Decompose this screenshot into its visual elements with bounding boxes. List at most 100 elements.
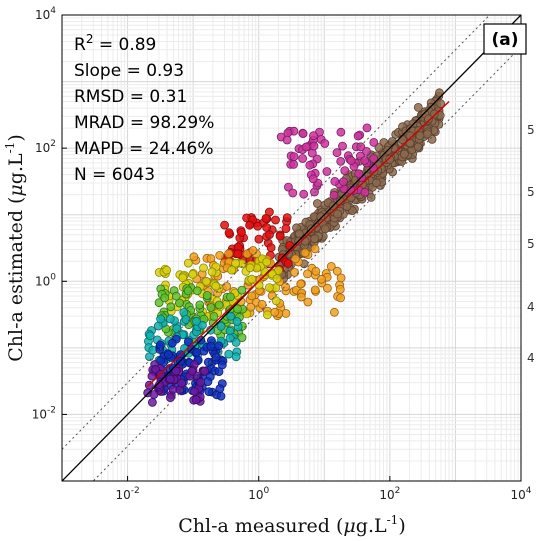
data-point	[231, 352, 241, 362]
data-point	[147, 371, 157, 381]
data-point	[322, 283, 332, 293]
data-point	[196, 377, 206, 387]
data-point	[271, 296, 281, 306]
data-point	[200, 366, 210, 376]
data-point	[164, 350, 173, 360]
data-point	[147, 397, 157, 407]
data-point	[281, 224, 291, 234]
y-tick-label: 10-2	[32, 405, 56, 421]
right-edge-labels: 5 5 5 4 4	[527, 123, 535, 365]
data-point	[262, 223, 272, 232]
data-point	[207, 267, 217, 277]
data-point	[336, 273, 346, 283]
data-point	[320, 139, 330, 148]
right-edge-label: 4	[527, 351, 535, 365]
data-point	[387, 137, 397, 146]
data-point	[237, 227, 246, 237]
data-point	[264, 283, 274, 293]
data-point	[429, 109, 439, 119]
data-point	[160, 293, 170, 303]
data-point	[214, 341, 224, 351]
data-point	[195, 300, 205, 310]
data-point	[154, 298, 164, 308]
data-point	[168, 384, 178, 394]
data-point	[165, 374, 175, 384]
data-point	[166, 302, 176, 312]
data-point	[206, 341, 216, 351]
right-edge-label: 5	[527, 185, 535, 199]
data-point	[298, 154, 308, 163]
data-point	[262, 310, 272, 320]
data-point	[155, 340, 165, 350]
data-point	[311, 266, 321, 276]
data-point	[289, 159, 299, 169]
data-point	[422, 129, 432, 139]
data-point	[233, 249, 243, 259]
data-point	[312, 199, 322, 208]
stat-line: Slope = 0.93	[74, 61, 184, 81]
data-point	[289, 152, 299, 162]
data-point	[342, 202, 352, 211]
stat-line: RMSD = 0.31	[74, 87, 187, 107]
data-point	[283, 259, 293, 268]
x-axis-title: Chl-a measured (μg.L-1)	[178, 513, 405, 537]
data-point	[220, 220, 230, 230]
data-point	[305, 160, 315, 170]
data-point	[329, 190, 339, 200]
data-point	[183, 258, 193, 268]
panel-label-box: (a)	[483, 23, 527, 55]
data-point	[366, 192, 376, 202]
data-point	[309, 131, 318, 141]
data-point	[413, 142, 423, 152]
data-point	[301, 142, 311, 152]
data-point	[310, 244, 320, 254]
data-point	[299, 189, 309, 199]
data-point	[227, 265, 237, 275]
data-point	[171, 291, 181, 301]
data-point	[254, 234, 264, 244]
data-point	[360, 187, 370, 197]
data-point	[206, 303, 216, 312]
data-point	[246, 302, 256, 312]
data-point	[415, 131, 425, 141]
data-point	[216, 321, 226, 331]
stat-line: MRAD = 98.29%	[74, 113, 214, 133]
data-point	[214, 367, 224, 377]
data-point	[149, 390, 159, 399]
x-tick-label: 102	[379, 486, 400, 502]
data-point	[362, 123, 372, 133]
data-point	[156, 314, 166, 324]
upper-bound-line	[62, 15, 491, 450]
data-point	[188, 269, 198, 279]
fit-line	[146, 101, 450, 387]
data-point	[248, 246, 258, 255]
data-point	[222, 281, 232, 291]
data-point	[303, 269, 312, 279]
data-point	[199, 263, 208, 273]
data-point	[177, 378, 187, 388]
data-point	[231, 258, 241, 268]
data-point	[257, 299, 267, 309]
data-point	[285, 240, 295, 250]
y-tick-label: 100	[35, 272, 56, 288]
data-point	[237, 333, 247, 343]
data-point	[283, 182, 293, 192]
data-point	[354, 169, 364, 179]
data-point	[253, 221, 263, 231]
data-point	[224, 249, 234, 259]
data-point	[369, 154, 379, 164]
data-point	[282, 135, 292, 145]
data-point	[332, 148, 342, 158]
x-tick-label: 10-2	[115, 486, 139, 502]
data-point	[399, 149, 409, 159]
data-point	[215, 384, 225, 394]
data-point	[202, 291, 212, 300]
data-point	[436, 99, 446, 109]
data-point	[346, 156, 356, 166]
data-point	[356, 142, 366, 152]
plot-frame	[61, 14, 522, 482]
data-point	[237, 285, 247, 295]
data-point	[298, 129, 308, 139]
data-point	[330, 176, 340, 186]
